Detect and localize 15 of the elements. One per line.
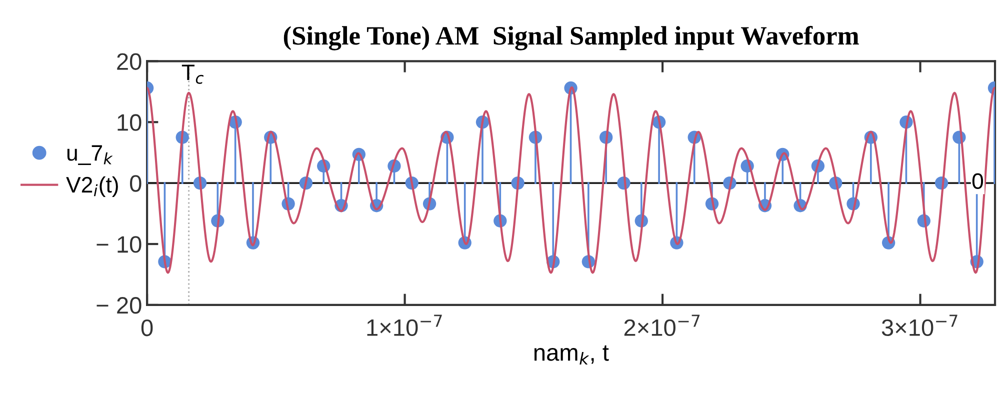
x-tick-label: 2×10$^{−7}$ bbox=[624, 314, 700, 336]
legend-label: u_7$_{k}$ bbox=[67, 145, 113, 165]
y-tick-label: − 10 bbox=[96, 236, 142, 253]
chart-title: (Single Tone) AM Signal Sampled input Waveform bbox=[284, 26, 859, 50]
y-tick-label: 20 bbox=[117, 53, 142, 70]
y-tick-label: − 20 bbox=[96, 297, 142, 314]
ref-line-label: T$_{c}$ bbox=[182, 64, 204, 84]
legend-label: V2$_{i}$(t) bbox=[66, 176, 118, 198]
x-tick-label: 3×10$^{−7}$ bbox=[882, 314, 958, 336]
y-tick-label: 0 bbox=[130, 175, 142, 192]
ref-line-label: 0 bbox=[972, 173, 984, 190]
y-tick-label: 10 bbox=[118, 114, 142, 131]
x-tick-label: 0 bbox=[141, 319, 153, 336]
x-axis-title: nam$_{k}$, t bbox=[534, 345, 609, 365]
x-tick-label: 1×10$^{−7}$ bbox=[367, 314, 442, 336]
